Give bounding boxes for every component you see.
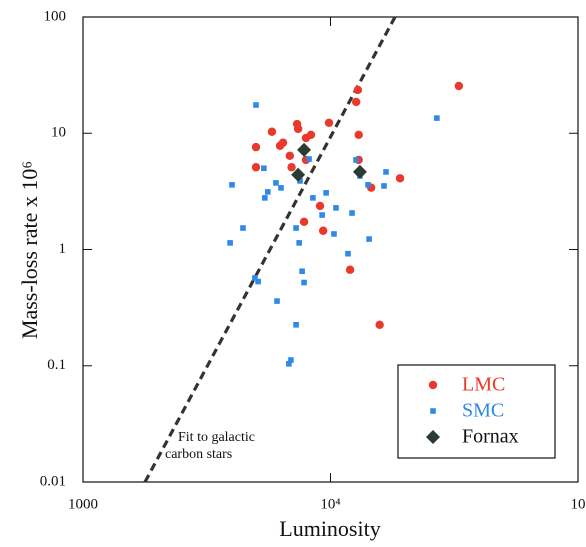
point — [434, 115, 440, 121]
legend-box — [397, 364, 556, 459]
point — [315, 201, 325, 211]
y-axis-label: Mass-loss rate x 10⁶ — [17, 161, 42, 339]
point — [352, 164, 367, 179]
point — [251, 163, 261, 172]
point — [306, 156, 312, 162]
legend-label: Fornax — [462, 426, 519, 448]
y-tick-label: 1 — [59, 241, 67, 257]
point — [299, 268, 305, 275]
x-tick-label: 1000 — [68, 496, 98, 512]
point — [278, 138, 288, 147]
legend-label: LMC — [462, 374, 505, 396]
point — [318, 226, 328, 235]
y-tick-label: 0.1 — [47, 357, 66, 373]
point — [287, 163, 296, 172]
y-tick-label: 10 — [51, 125, 66, 141]
point — [323, 190, 329, 196]
annotation: carbon stars — [165, 447, 232, 462]
point — [319, 212, 325, 218]
point — [252, 275, 258, 281]
point — [227, 240, 233, 246]
point — [353, 85, 363, 95]
point — [285, 151, 295, 160]
point — [267, 127, 277, 136]
point — [286, 360, 292, 367]
point — [264, 189, 271, 195]
point — [349, 210, 355, 216]
point — [251, 142, 261, 152]
point — [299, 217, 309, 227]
legend-marker — [426, 430, 440, 444]
x-axis-label: Luminosity — [279, 516, 380, 541]
point — [229, 182, 235, 188]
point — [301, 279, 307, 286]
point — [274, 298, 280, 304]
point — [354, 130, 363, 139]
legend-marker — [428, 380, 438, 390]
point — [353, 157, 359, 163]
point — [261, 165, 267, 172]
point — [255, 278, 261, 285]
point — [240, 225, 246, 231]
annotation: Fit to galactic — [178, 430, 255, 445]
fit-line — [143, 16, 397, 483]
legend-marker — [430, 408, 436, 414]
point — [375, 320, 384, 330]
point — [395, 174, 405, 183]
legend-label: SMC — [462, 400, 504, 422]
point — [351, 97, 361, 107]
point — [262, 195, 268, 201]
y-tick-label: 100 — [44, 8, 67, 24]
point — [273, 180, 279, 186]
y-tick-label: 0.01 — [40, 473, 66, 489]
point — [291, 167, 306, 182]
point — [297, 142, 312, 157]
point — [297, 178, 303, 184]
point — [324, 118, 334, 127]
x-tick-label: 10⁴ — [320, 496, 340, 512]
point — [296, 240, 302, 246]
point — [306, 130, 316, 139]
point — [366, 236, 372, 242]
point — [293, 225, 299, 231]
point — [253, 102, 259, 108]
point — [365, 182, 371, 188]
point — [383, 169, 389, 175]
point — [331, 231, 337, 237]
point — [278, 185, 284, 191]
point — [293, 322, 299, 328]
point — [345, 250, 351, 257]
point — [310, 195, 316, 201]
point — [288, 357, 294, 363]
x-tick-label: 10 — [571, 496, 586, 512]
point — [293, 124, 303, 134]
point — [333, 205, 339, 211]
point — [345, 265, 355, 274]
point — [454, 81, 464, 91]
point — [381, 183, 387, 189]
